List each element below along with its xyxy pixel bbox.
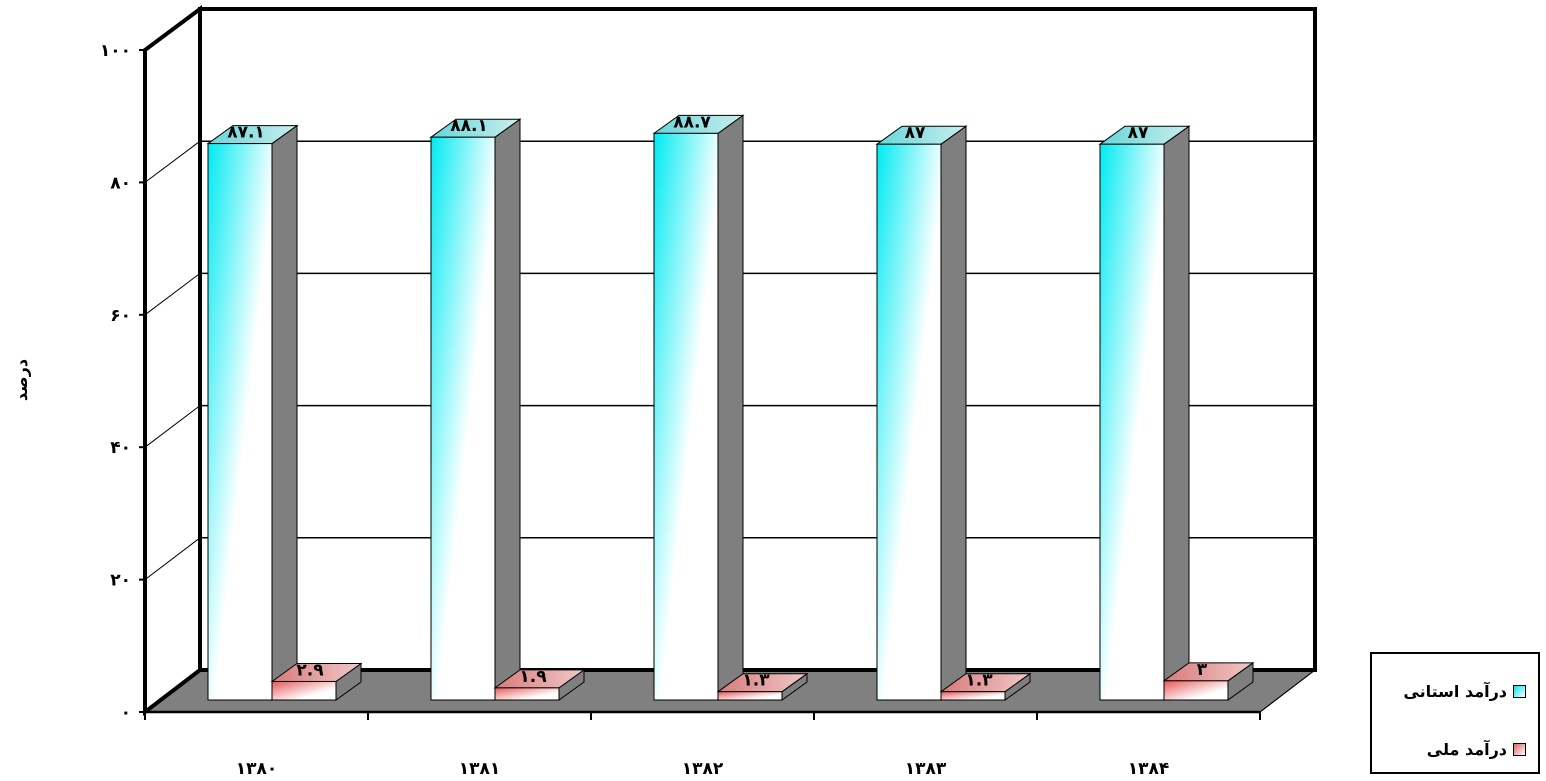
bar-provincial-side xyxy=(1163,125,1190,701)
bar-provincial xyxy=(206,124,299,701)
bar-provincial-data-label: ۸۷.۱ xyxy=(227,123,265,143)
bar-provincial-side xyxy=(271,124,298,701)
bar-provincial xyxy=(429,118,522,701)
y-tick-label: ۱۰۰ xyxy=(100,41,131,61)
bar-provincial-front xyxy=(653,132,719,701)
bar-national xyxy=(1162,661,1255,701)
legend-swatch-provincial xyxy=(1513,685,1526,698)
chart-side-wall xyxy=(143,5,202,717)
bar-provincial-side xyxy=(494,118,521,701)
bar-provincial xyxy=(1098,125,1191,701)
bar-provincial-data-label: ۸۷ xyxy=(905,123,926,143)
axes: ۰ ۲۰ ۴۰ ۶۰ ۸۰ ۱۰۰ xyxy=(100,41,1316,723)
bar-national xyxy=(716,672,809,701)
bar-national-front xyxy=(271,680,337,701)
legend-swatch-national xyxy=(1513,743,1526,756)
bar-provincial-data-label: ۸۷ xyxy=(1128,123,1149,143)
bar-provincial-front xyxy=(430,136,496,701)
gridline-diagonal xyxy=(144,140,201,183)
bar-provincial-data-label: ۸۸.۷ xyxy=(673,112,711,132)
gridline-diagonal xyxy=(144,405,201,448)
bar-national-front xyxy=(940,691,1006,701)
x-tick-label: ۱۳۸۳ xyxy=(905,759,947,779)
floor-edge xyxy=(1259,669,1316,713)
legend-item-provincial: درآمد استانی xyxy=(1403,682,1526,701)
y-tick-label: ۰ xyxy=(121,703,131,723)
bar-provincial xyxy=(875,125,968,701)
y-tick-label: ۶۰ xyxy=(110,306,131,326)
x-tick-label: ۱۳۸۱ xyxy=(459,759,501,779)
bar-provincial-front xyxy=(876,143,942,701)
bar-national-front xyxy=(494,687,560,701)
gridline-diagonal xyxy=(144,8,201,51)
bar-national-front xyxy=(1163,680,1229,701)
legend-label-national: درآمد ملی xyxy=(1426,740,1507,759)
bar-provincial-front xyxy=(207,143,273,701)
bar-national-data-label: ۱.۳ xyxy=(742,671,770,691)
bar-national xyxy=(939,672,1032,701)
bar-national-front xyxy=(717,691,783,701)
bar-national-data-label: ۱.۳ xyxy=(965,671,993,691)
labels: درصد ۱۳۸۰ ۱۳۸۱ ۱۳۸۲ ۱۳۸۳ ۱۳۸۴ ۸۷.۱ ۲.۹ ۸۸.۱ ۱.۹ ۸۸… xyxy=(12,112,1208,779)
bar-national-data-label: ۲.۹ xyxy=(296,660,324,680)
y-tick-label: ۴۰ xyxy=(110,438,131,458)
bar-national-data-label: ۱.۹ xyxy=(519,667,547,687)
y-tick-label: ۲۰ xyxy=(110,571,131,591)
x-tick-label: ۱۳۸۴ xyxy=(1128,759,1170,779)
y-axis-label: درصد xyxy=(12,359,31,401)
legend-item-national: درآمد ملی xyxy=(1427,740,1526,759)
bar-provincial xyxy=(652,114,745,701)
bar-national xyxy=(493,668,586,701)
legend: درآمد استانی درآمد ملی xyxy=(1370,652,1540,774)
bar-national xyxy=(270,662,363,701)
bar-provincial-side xyxy=(717,114,744,701)
x-tick-label: ۱۳۸۰ xyxy=(236,759,278,779)
y-tick-label: ۸۰ xyxy=(110,173,131,193)
gridline-diagonal xyxy=(144,537,201,580)
bar-provincial-data-label: ۸۸.۱ xyxy=(450,116,488,136)
bars xyxy=(206,114,1255,701)
x-tick-label: ۱۳۸۲ xyxy=(682,759,724,779)
bar-provincial-front xyxy=(1099,143,1165,701)
gridline-diagonal xyxy=(144,273,201,316)
bar-provincial-side xyxy=(940,125,967,701)
bar-national-data-label: ۳ xyxy=(1197,660,1208,680)
legend-label-provincial: درآمد استانی xyxy=(1403,682,1507,701)
